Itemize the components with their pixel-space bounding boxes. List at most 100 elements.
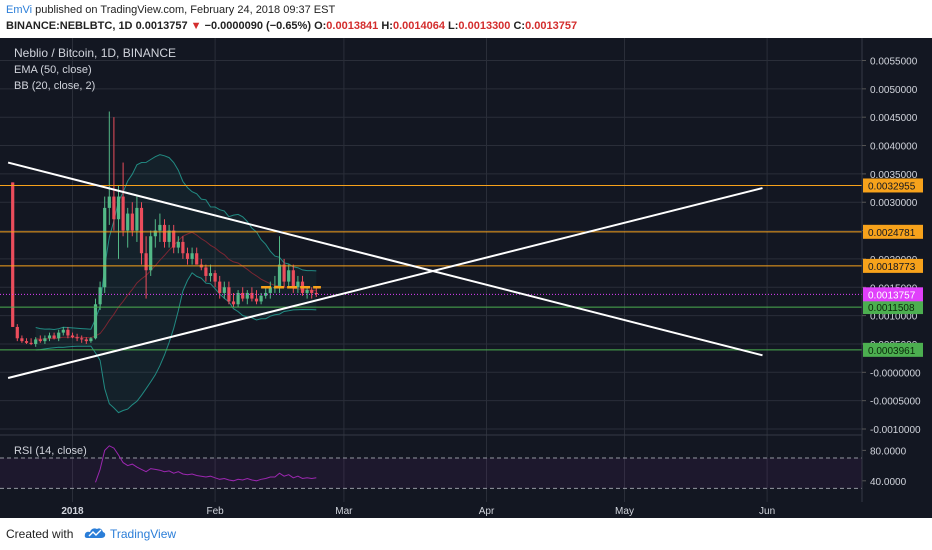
trendlines[interactable] [7,161,763,379]
candle-body [236,292,240,305]
price-tick-label: 0.0010000 [870,312,918,323]
candle-body [15,326,19,339]
candle-body [310,290,314,293]
publish-header: EmVi published on TradingView.com, Febru… [0,0,932,38]
candle-body [130,213,134,231]
price-axis-tags: 0.00329550.00247810.00187730.00115080.00… [863,178,923,357]
level-tag-label: 0.0011508 [868,303,915,314]
candle-body [296,281,300,288]
level-tag-label: 0.0032955 [868,181,916,192]
trendline[interactable] [7,187,763,379]
candle-body [149,236,153,271]
change-value: −0.0000090 (−0.65%) [204,20,311,32]
tradingview-brand[interactable]: TradingView [110,527,177,541]
price-tick-label: -0.0010000 [870,425,921,436]
level-tag [863,258,923,273]
price-tick-label: -0.0000000 [870,368,921,379]
time-tick-label: Feb [206,506,224,517]
rsi-legend[interactable]: RSI (14, close) [14,445,87,457]
candle-body [139,207,144,254]
price-tick-label: 0.0055000 [870,57,918,68]
candle-body [291,270,295,288]
candle-body [11,182,15,327]
candle-body [305,290,309,293]
bb-legend[interactable]: BB (20, close, 2) [14,80,95,92]
time-tick-label: Apr [479,506,495,517]
last-price-tag-label: 0.0013757 [868,290,916,301]
chart-background [0,38,932,518]
open-label: O: [314,20,327,32]
candle-body [172,230,176,248]
candle-body [314,292,318,295]
candle-body [208,273,213,276]
rsi-band-fill [0,458,862,489]
candle-body [20,338,24,342]
candle-body [277,264,282,288]
level-tag [863,300,923,315]
high-label: H: [381,20,393,32]
high-value: 0.0014064 [392,20,445,32]
candle-body [181,241,185,254]
candle-body [80,338,84,340]
candle-body [254,298,259,302]
candle-body [121,196,125,231]
price-tick-label: 0.0045000 [870,113,918,124]
candle-body [158,224,162,231]
time-axis[interactable]: 2018 Feb Mar Apr May Jun [61,506,775,517]
level-tag-label: 0.0003961 [868,346,916,357]
level-tag-label: 0.0018773 [868,262,916,273]
candle-body [213,273,217,282]
level-tag [863,178,923,193]
candle-body [268,287,272,293]
candle-body [66,329,70,336]
ohlc-line: BINANCE:NEBLBTC, 1D 0.0013757 ▼ −0.00000… [6,20,577,32]
candle-body [264,292,268,296]
horizontal-levels[interactable] [0,184,862,351]
candle-body [57,332,61,339]
candle-body [126,213,130,231]
level-tag [863,224,923,239]
time-tick-label: 2018 [61,506,84,517]
candle-body [231,301,236,305]
ema-legend[interactable]: EMA (50, close) [14,64,92,76]
time-tick-label: May [615,506,634,517]
candle-body [107,196,111,208]
candle-body [112,196,116,220]
candle-body [167,230,171,242]
candle-body [116,196,121,220]
created-with-text: Created with [6,527,74,541]
candle-body [250,292,254,299]
candle-body [153,230,157,237]
time-tick-label: Mar [335,506,353,517]
trendline[interactable] [7,161,763,357]
rsi-tick-label: 40.0000 [870,477,907,488]
candle-body [190,253,194,259]
candle-body [185,253,190,259]
time-tick-label: Jun [759,506,775,517]
candle-body [38,339,42,342]
open-value: 0.0013841 [326,20,379,32]
candle-body [176,241,180,248]
publish-line: EmVi published on TradingView.com, Febru… [6,4,335,16]
price-tick-label: -0.0005000 [870,397,921,408]
last-price-tag [863,287,923,302]
candle-body [218,281,222,293]
candle-body [93,304,98,339]
last-price-value: 0.0013757 [135,20,188,32]
candle-body [144,253,148,271]
candle-body [259,295,263,302]
chart-canvas[interactable]: 80.0000 40.0000 0.0055000 0.0050000 0.00450… [0,38,932,518]
candle-body [75,337,79,339]
symbol-label: BINANCE:NEBLBTC, 1D [6,20,133,32]
tradingview-cloud-icon [84,528,106,538]
rsi-line [95,445,317,483]
candle-body [204,267,208,276]
author-link[interactable]: EmVi [6,4,33,16]
candle-body [61,329,65,333]
footer: Created with TradingView [0,518,932,550]
close-value: 0.0013757 [525,20,578,32]
chart-legend-title: Neblio / Bitcoin, 1D, BINANCE [14,46,176,60]
candle-body [135,207,139,231]
candle-body [47,335,52,339]
low-label: L: [448,20,459,32]
